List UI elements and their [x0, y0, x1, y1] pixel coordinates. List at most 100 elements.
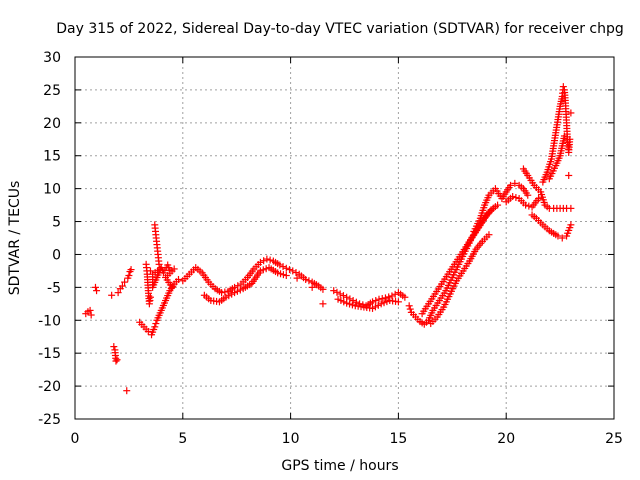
chart-title: Day 315 of 2022, Sidereal Day-to-day VTE…	[56, 21, 624, 37]
axis-ticks: 0 5 10 15 20 25 -25 -20 -15 -10 -5 0 5 10 15 20 25 30	[38, 50, 623, 447]
y-tick-label: -10	[38, 313, 61, 329]
data-point	[123, 387, 131, 395]
data-point-trace	[385, 293, 393, 301]
plot-frame	[74, 56, 615, 420]
y-tick-label: -5	[47, 280, 61, 296]
data-point	[381, 294, 389, 302]
y-tick-label: -25	[38, 412, 61, 428]
data-point	[559, 83, 567, 91]
data-point	[522, 201, 530, 209]
data-point	[567, 109, 575, 117]
data-point	[566, 135, 574, 143]
data-point	[289, 267, 297, 275]
data-point	[336, 290, 344, 298]
data-point	[168, 283, 176, 291]
data-point-trace	[378, 295, 386, 303]
data-point	[302, 275, 310, 283]
y-tick-label: 25	[43, 83, 61, 99]
data-point	[319, 285, 327, 293]
data-point	[127, 266, 135, 274]
data-point-trace	[352, 298, 360, 306]
data-point-trace	[152, 320, 160, 328]
data-point	[394, 298, 402, 306]
x-tick-label: 5	[178, 431, 187, 447]
data-point-trace	[221, 288, 229, 296]
x-tick-label: 0	[71, 431, 80, 447]
data-point	[282, 272, 290, 280]
y-tick-label: -20	[38, 379, 61, 395]
data-point-trace	[512, 194, 520, 202]
data-points	[82, 83, 575, 395]
data-point-trace	[292, 269, 300, 277]
data-point	[343, 293, 351, 301]
data-point	[494, 201, 502, 209]
data-point	[174, 275, 182, 283]
data-point	[218, 289, 226, 297]
y-tick-label: 15	[43, 149, 61, 165]
data-point-trace	[260, 257, 268, 265]
data-point	[118, 282, 126, 290]
y-tick-label: 30	[43, 50, 61, 66]
data-point	[108, 291, 116, 299]
y-tick-label: 5	[52, 215, 61, 231]
x-axis-label: GPS time / hours	[281, 458, 398, 474]
data-point-trace	[286, 266, 294, 274]
data-point	[489, 204, 497, 212]
data-point	[91, 283, 99, 291]
y-tick-label: 20	[43, 116, 61, 132]
y-tick-label: -15	[38, 346, 61, 362]
data-point-trace	[406, 305, 414, 313]
data-point	[276, 261, 284, 269]
data-point	[151, 323, 159, 331]
data-point	[511, 179, 519, 187]
data-point	[369, 298, 377, 306]
data-point	[110, 343, 118, 351]
data-point	[554, 232, 562, 240]
data-point	[125, 272, 133, 280]
y-axis-label: SDTVAR / TECUs	[7, 181, 23, 296]
data-point	[401, 293, 409, 301]
data-point-trace	[305, 277, 313, 285]
data-point-trace	[372, 297, 380, 305]
data-point	[87, 311, 95, 319]
data-point	[113, 356, 121, 364]
data-point	[319, 300, 327, 308]
data-point	[507, 181, 515, 189]
data-point-trace	[279, 263, 287, 271]
data-point	[263, 255, 271, 263]
data-point	[567, 204, 575, 212]
data-point	[388, 292, 396, 300]
data-point-trace	[266, 256, 274, 264]
data-point	[349, 297, 357, 305]
data-point-trace	[333, 288, 341, 296]
data-point	[558, 234, 566, 242]
data-point	[405, 302, 413, 310]
data-point	[560, 132, 568, 140]
data-point	[144, 327, 152, 335]
data-point	[293, 274, 301, 282]
data-point	[256, 258, 264, 266]
data-point	[375, 295, 383, 303]
data-point	[535, 195, 543, 203]
data-point	[485, 231, 493, 239]
data-point	[93, 287, 101, 295]
x-tick-label: 20	[497, 431, 515, 447]
data-point	[114, 289, 122, 297]
data-point	[524, 191, 532, 199]
x-tick-label: 25	[605, 431, 623, 447]
data-point	[565, 171, 573, 179]
data-point	[308, 283, 316, 291]
data-point	[112, 357, 120, 365]
data-point-trace	[525, 202, 533, 210]
data-point	[86, 306, 94, 314]
y-tick-label: 10	[43, 182, 61, 198]
x-tick-label: 10	[282, 431, 300, 447]
data-point-trace	[339, 292, 347, 300]
data-point	[567, 221, 575, 229]
data-point	[282, 264, 290, 272]
data-point	[509, 193, 517, 201]
data-point	[330, 287, 338, 295]
x-tick-label: 15	[389, 431, 407, 447]
